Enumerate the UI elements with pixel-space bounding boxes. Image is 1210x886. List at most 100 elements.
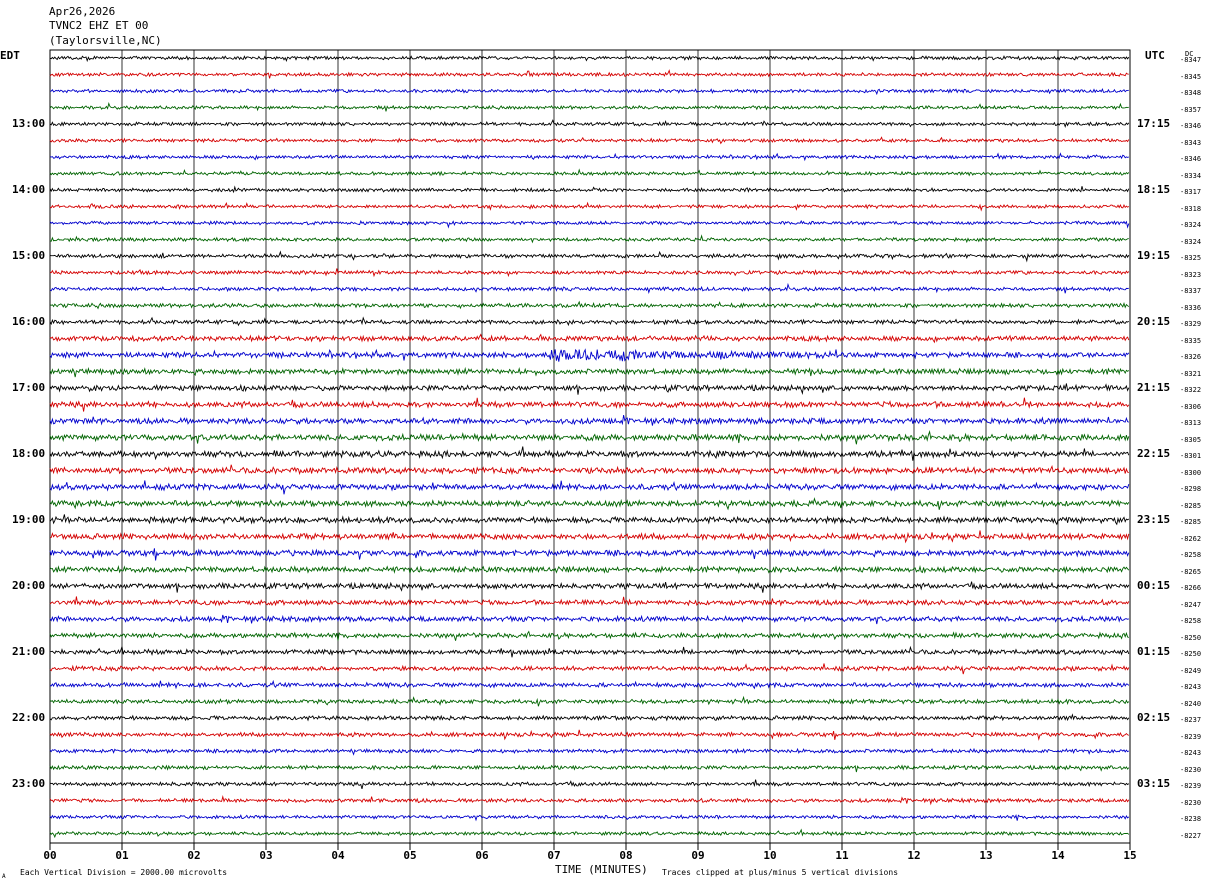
dc-offset-value: -8230	[1180, 798, 1202, 807]
dc-offset-value: -8337	[1180, 287, 1202, 295]
x-tick-label: 06	[475, 849, 489, 862]
x-tick-label: 03	[259, 849, 273, 862]
dc-offset-value: -8348	[1180, 89, 1202, 97]
dc-offset-value: -8336	[1180, 303, 1202, 312]
seismic-trace	[49, 596, 1130, 607]
x-tick-label: 07	[547, 849, 561, 862]
seismic-trace	[49, 88, 1129, 96]
seismic-trace	[49, 119, 1130, 128]
dc-offset-value: -8326	[1180, 353, 1202, 361]
dc-offset-value: -8243	[1180, 749, 1202, 757]
dc-offset-value: -8324	[1180, 221, 1202, 229]
left-hour-label: 18:00	[12, 447, 46, 460]
left-timezone-label: EDT	[0, 49, 20, 62]
left-hour-label: 16:00	[12, 315, 46, 328]
seismic-trace	[49, 415, 1129, 426]
dc-offset-value: -8237	[1180, 716, 1202, 724]
right-hour-label: 01:15	[1137, 645, 1171, 658]
seismic-trace	[49, 366, 1130, 378]
dc-offset-header: DC	[1185, 50, 1194, 58]
right-hour-label: 17:15	[1137, 117, 1171, 130]
seismic-trace	[49, 348, 1130, 362]
dc-offset-value: -8266	[1180, 584, 1202, 592]
right-hour-label: 21:15	[1137, 381, 1171, 394]
plot-date: Apr26,2026	[49, 5, 116, 18]
x-axis-title: TIME (MINUTES)	[555, 863, 648, 876]
x-tick-label: 01	[115, 849, 129, 862]
right-hour-label: 20:15	[1137, 315, 1171, 328]
dc-offset-value: -8262	[1180, 534, 1202, 543]
right-hour-label: 03:15	[1137, 777, 1171, 790]
left-hour-label: 17:00	[12, 381, 46, 394]
x-tick-label: 08	[619, 849, 633, 862]
dc-offset-value: -8325	[1180, 254, 1202, 262]
seismic-trace	[49, 695, 1130, 707]
dc-offset-value: -8357	[1180, 105, 1202, 114]
clip-note: Traces clipped at plus/minus 5 vertical …	[662, 868, 899, 877]
dc-offset-value: -8301	[1180, 452, 1202, 460]
seismic-trace	[49, 268, 1130, 278]
dc-offset-value: -8305	[1180, 435, 1202, 444]
dc-offset-value: -8239	[1180, 782, 1202, 790]
seismic-trace	[49, 530, 1130, 544]
x-tick-label: 00	[43, 849, 57, 862]
seismic-trace	[49, 152, 1129, 162]
seismic-trace	[49, 383, 1130, 395]
station-code: TVNC2 EHZ ET 00	[49, 19, 149, 32]
dc-offset-value: -8321	[1180, 369, 1202, 378]
dc-offset-value: -8298	[1180, 485, 1202, 493]
seismic-trace	[49, 250, 1130, 263]
left-hour-label: 23:00	[12, 777, 46, 790]
seismic-trace	[49, 102, 1129, 112]
left-hour-label: 19:00	[12, 513, 46, 526]
seismic-trace	[49, 185, 1130, 194]
dc-offset-value: -8285	[1180, 501, 1202, 510]
seismic-trace	[49, 564, 1130, 575]
x-tick-label: 13	[979, 849, 993, 862]
seismic-trace	[49, 446, 1130, 461]
dc-offset-value: -8247	[1180, 600, 1202, 609]
left-hour-label: 13:00	[12, 117, 46, 130]
dc-offset-value: -8318	[1180, 204, 1202, 213]
left-hour-label: 20:00	[12, 579, 46, 592]
seismic-trace	[49, 55, 1130, 63]
seismic-trace	[49, 464, 1129, 476]
seismic-trace	[49, 219, 1130, 229]
seismic-trace	[49, 795, 1130, 806]
seismic-trace	[49, 168, 1130, 177]
seismic-trace	[49, 729, 1130, 741]
dc-offset-value: -8317	[1180, 188, 1202, 196]
left-hour-label: 15:00	[12, 249, 46, 262]
dc-offset-value: -8346	[1180, 122, 1202, 130]
seismic-trace	[49, 813, 1130, 822]
dc-offset-value: -8324	[1180, 237, 1202, 246]
seismic-trace	[49, 630, 1129, 641]
dc-offset-value: -8243	[1180, 683, 1202, 691]
dc-offset-value: -8322	[1180, 386, 1202, 394]
seismic-trace	[49, 282, 1129, 294]
seismic-trace	[49, 234, 1129, 244]
dc-offset-value: -8258	[1180, 617, 1202, 625]
dc-offset-value: -8240	[1180, 699, 1202, 708]
seismic-trace	[49, 663, 1130, 675]
x-tick-label: 05	[403, 849, 417, 862]
dc-offset-value: -8285	[1180, 518, 1202, 526]
seismic-trace	[49, 713, 1130, 722]
plot-frame	[49, 49, 1131, 844]
x-tick-label: 04	[331, 849, 345, 862]
dc-offset-value: -8329	[1180, 320, 1202, 328]
seismic-trace	[49, 614, 1129, 625]
x-tick-label: 14	[1051, 849, 1065, 862]
seismic-trace	[49, 679, 1130, 690]
seismic-trace	[49, 548, 1130, 561]
seismic-trace	[49, 514, 1130, 526]
scale-note: Each Vertical Division = 2000.00 microvo…	[20, 868, 228, 877]
seismic-trace	[49, 136, 1130, 145]
right-hour-label: 22:15	[1137, 447, 1171, 460]
seismic-trace	[49, 497, 1130, 511]
seismic-trace	[49, 828, 1130, 839]
right-timezone-label: UTC	[1145, 49, 1165, 62]
seismic-trace	[49, 316, 1130, 327]
dc-offset-value: -8230	[1180, 765, 1202, 774]
